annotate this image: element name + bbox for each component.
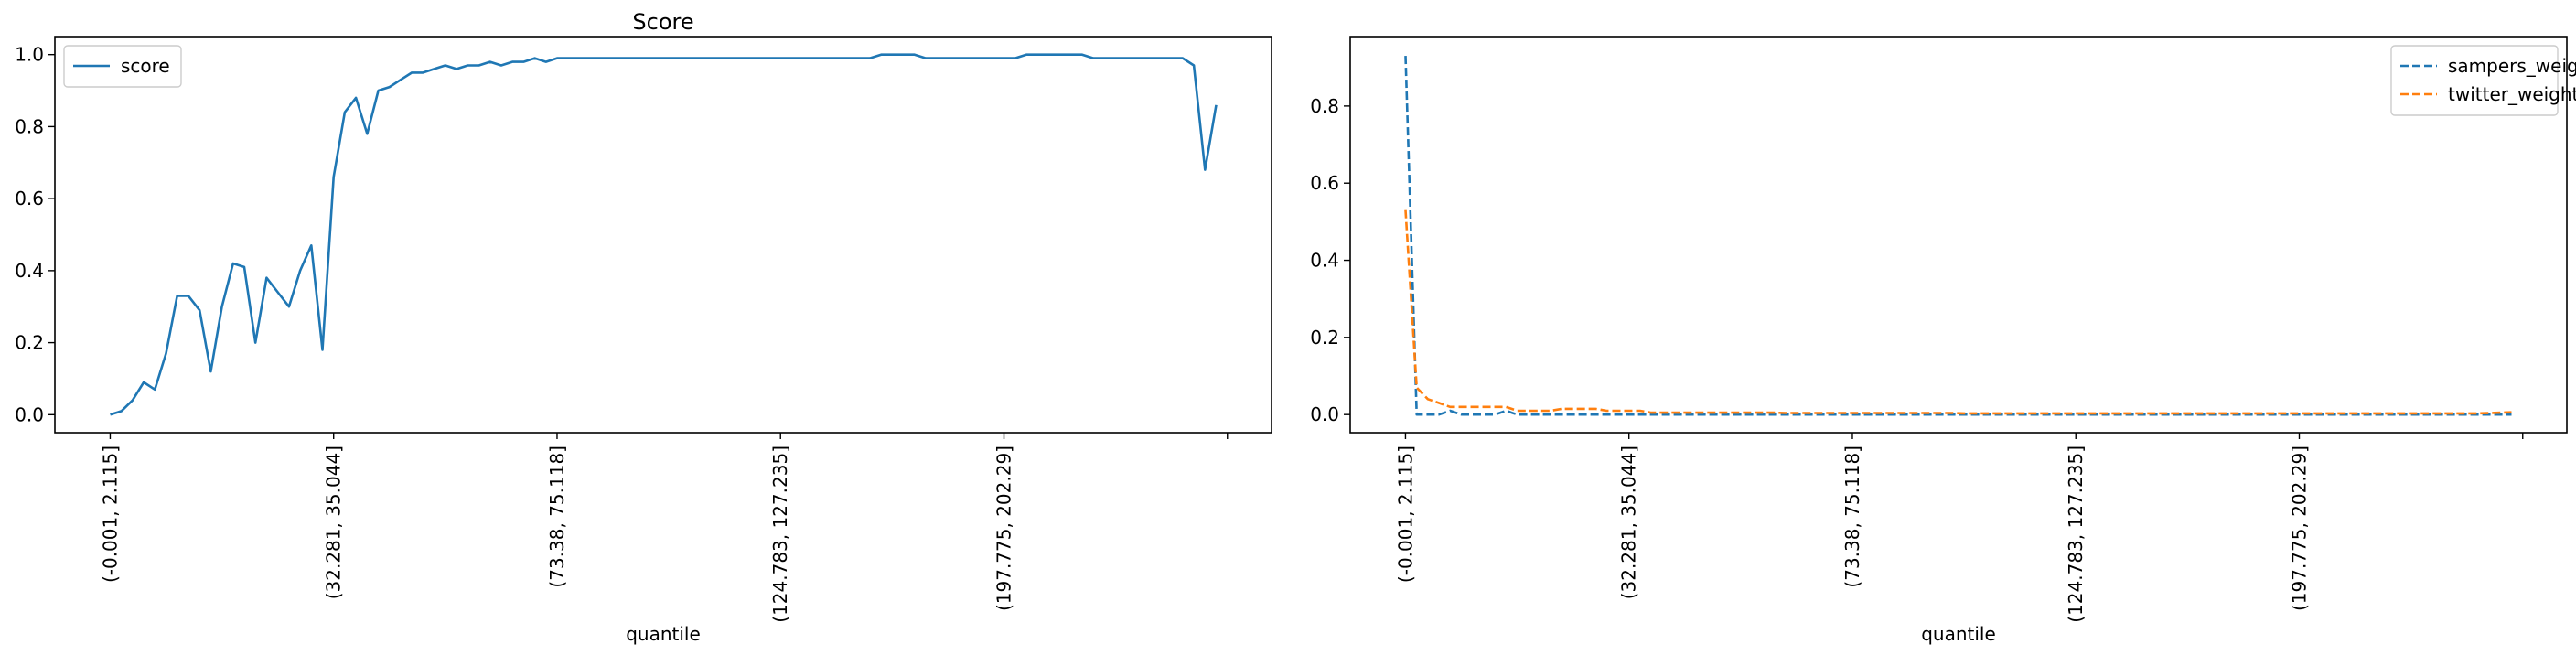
x-tick-label: (32.281, 35.044] [323,446,345,599]
y-tick-label: 0.6 [15,188,44,209]
y-tick-label: 0.2 [15,332,44,354]
axes-frame [54,36,1272,434]
series-line-score [110,53,1218,416]
y-tick-label: 0.0 [15,403,44,425]
x-tick-label: (-0.001, 2.115] [99,446,121,583]
y-tick-label: 0.4 [1310,250,1339,272]
x-axis-label: quantile [1921,623,1996,645]
x-tick-label: (124.783, 127.235] [769,446,791,623]
legend: sampers_weight twitter_weight [2390,45,2576,116]
legend-label: score [121,55,170,77]
weights-chart-panel: 0.0 0.2 0.4 0.6 0.8 (-0.001, 2.115] (32.281, 3… [1310,36,2576,645]
score-chart-panel: 0.0 0.2 0.4 0.6 0.8 1.0 (-0.001, 2.115] (32.281… [15,9,1272,645]
x-tick-label: (73.38, 75.118] [1841,446,1863,588]
x-tick-label: (73.38, 75.118] [546,446,568,588]
chart-title: Score [632,9,693,35]
x-tick-label: (-0.001, 2.115] [1394,446,1416,583]
legend-label: twitter_weight [2448,83,2576,105]
y-tick-label: 0.0 [1310,403,1339,425]
legend: score [63,45,182,88]
y-tick-label: 0.4 [15,260,44,282]
axes-frame [1349,36,2568,434]
y-tick-label: 0.6 [1310,172,1339,194]
legend-box [63,45,182,88]
legend-box [2390,45,2559,116]
y-tick-label: 1.0 [15,44,44,66]
x-tick-label: (124.783, 127.235] [2065,446,2087,623]
y-tick-label: 0.8 [1310,95,1339,117]
x-tick-label: (197.775, 202.29] [2288,446,2310,611]
y-tick-label: 0.2 [1310,327,1339,349]
x-axis-label: quantile [626,623,701,645]
legend-label: sampers_weight [2448,55,2576,77]
series-line-twitter-weight [1404,209,2512,415]
x-tick-label: (197.775, 202.29] [993,446,1014,611]
y-tick-label: 0.8 [15,115,44,137]
x-tick-label: (32.281, 35.044] [1618,446,1640,599]
